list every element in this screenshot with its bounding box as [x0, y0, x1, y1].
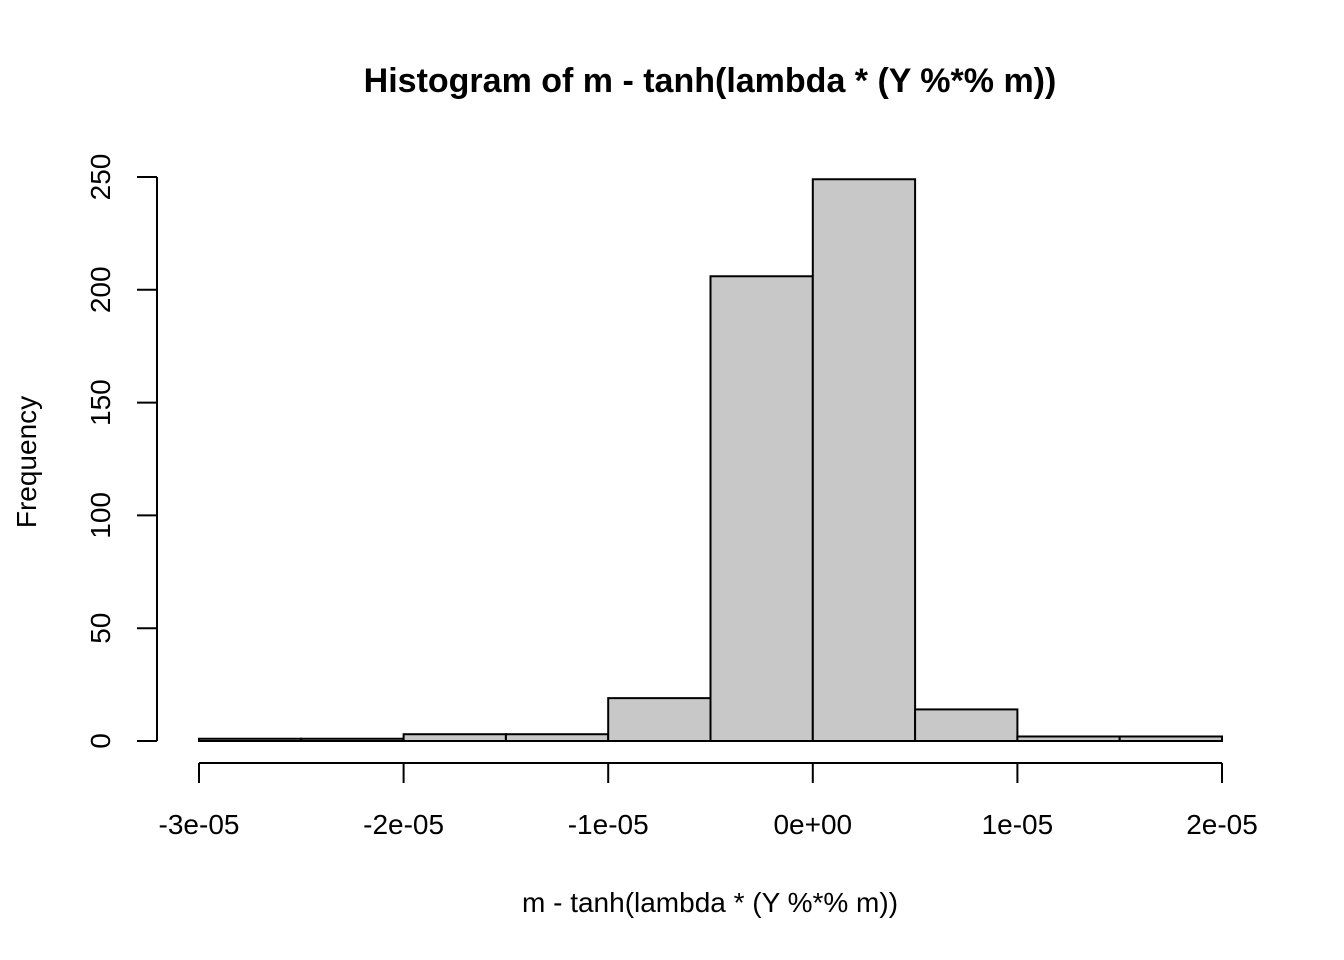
histogram-bar-3 — [504, 733, 610, 742]
x-tick-label-5: 2e-05 — [1186, 809, 1258, 840]
x-tick-label-2: -1e-05 — [568, 809, 649, 840]
histogram-bar-8 — [1016, 735, 1121, 742]
x-tick-label-3: 0e+00 — [773, 809, 852, 840]
histogram-bar-9 — [1118, 735, 1223, 742]
histogram-bar-2 — [402, 733, 507, 742]
y-tick-label-1: 50 — [85, 613, 116, 644]
y-axis: 0 50 100 150 200 250 — [85, 154, 158, 749]
y-tick-label-5: 250 — [85, 154, 116, 201]
y-tick-label-3: 150 — [85, 379, 116, 426]
y-tick-label-0: 0 — [85, 733, 116, 749]
histogram-bar-6 — [811, 178, 917, 743]
histogram-bar-0 — [198, 737, 303, 743]
y-axis-label: Frequency — [11, 396, 42, 528]
x-tick-label-4: 1e-05 — [982, 809, 1054, 840]
x-tick-label-1: -2e-05 — [363, 809, 444, 840]
histogram-bar-4 — [607, 697, 712, 742]
x-axis-label: m - tanh(lambda * (Y %*% m)) — [522, 887, 898, 918]
histogram-bar-1 — [300, 737, 405, 743]
x-axis: -3e-05 -2e-05 -1e-05 0e+00 1e-05 2e-05 — [159, 762, 1258, 840]
y-tick-label-2: 100 — [85, 492, 116, 539]
x-tick-label-0: -3e-05 — [159, 809, 240, 840]
y-tick-label-4: 200 — [85, 266, 116, 313]
histogram-bar-5 — [709, 275, 814, 742]
chart-title: Histogram of m - tanh(lambda * (Y %*% m)… — [364, 62, 1057, 100]
histogram-bar-7 — [914, 708, 1019, 743]
bars-group — [198, 178, 1223, 743]
